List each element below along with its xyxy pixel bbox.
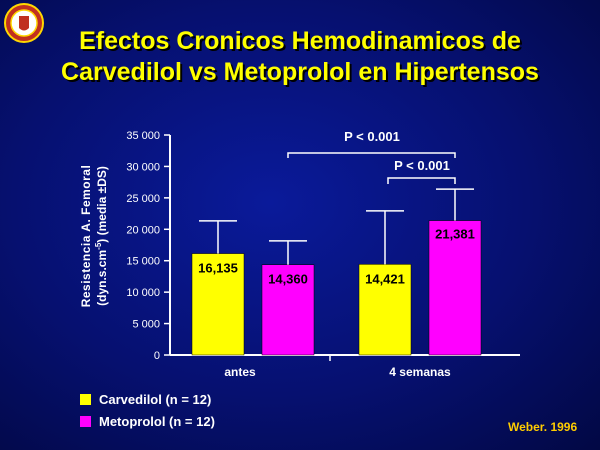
y-axis-label-superscript: -5	[94, 242, 103, 250]
y-tick-label: 25 000	[126, 193, 160, 205]
legend-swatch-carvedilol	[80, 393, 91, 405]
slide-title-line1: Efectos Cronicos Hemodinamicos de	[79, 27, 521, 55]
legend-item-carvedilol: Carvedilol (n = 12)	[80, 388, 215, 410]
university-seal-logo	[4, 3, 44, 43]
significance-label: P < 0.001	[394, 158, 450, 173]
bar-value-label: 21,381	[435, 227, 475, 242]
y-axis-label-line1: Resistencia A. Femoral	[79, 165, 93, 308]
citation-text: Weber. 1996	[508, 420, 578, 434]
bar-value-label: 16,135	[198, 261, 238, 276]
legend-item-metoprolol: Metoprolol (n = 12)	[80, 410, 215, 432]
y-axis-label-unit: (dyn.s.cm	[95, 250, 109, 306]
x-category-label: 4 semanas	[389, 365, 451, 379]
y-axis-label: Resistencia A. Femoral (dyn.s.cm-5) (medi…	[79, 165, 109, 308]
bar-value-label: 14,360	[268, 272, 308, 287]
bar-value-label: 14,421	[365, 271, 405, 286]
y-tick-label: 20 000	[126, 224, 160, 236]
x-category-label: antes	[224, 365, 256, 379]
y-tick-label: 5 000	[132, 319, 160, 331]
legend-swatch-metoprolol	[80, 415, 91, 427]
y-axis-label-stat: ) (media ±DS)	[95, 166, 109, 243]
bar	[261, 264, 315, 356]
bar	[358, 264, 412, 356]
slide-title: Efectos Cronicos Hemodinamicos de Carved…	[0, 26, 600, 88]
y-tick-label: 30 000	[126, 161, 160, 173]
legend-label-metoprolol: Metoprolol (n = 12)	[99, 413, 215, 429]
significance-label: P < 0.001	[344, 129, 400, 144]
y-tick-label: 15 000	[126, 256, 160, 268]
y-tick-label: 0	[154, 350, 160, 362]
significance-bracket	[387, 177, 456, 184]
y-tick-label: 10 000	[126, 287, 160, 299]
legend-label-carvedilol: Carvedilol (n = 12)	[99, 391, 212, 407]
bar	[428, 220, 482, 356]
y-tick-label: 35 000	[126, 130, 160, 142]
chart-legend: Carvedilol (n = 12) Metoprolol (n = 12)	[80, 388, 215, 432]
y-axis-label-line2: (dyn.s.cm-5) (media ±DS)	[94, 166, 109, 306]
slide-title-line2: Carvedilol vs Metoprolol en Hipertensos	[61, 58, 539, 86]
significance-bracket	[287, 152, 456, 158]
